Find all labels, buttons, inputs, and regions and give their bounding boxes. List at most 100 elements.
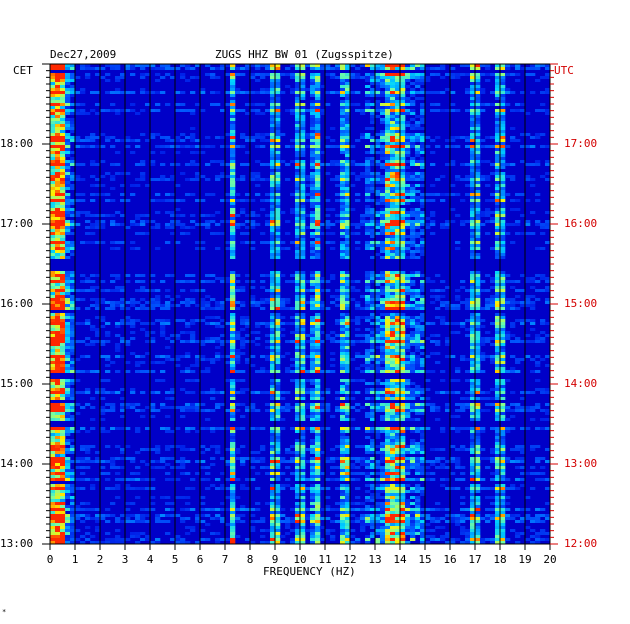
- spectrogram-cell: [500, 157, 506, 160]
- spectrogram-cell: [65, 226, 71, 229]
- spectrogram-cell: [160, 145, 166, 148]
- spectrogram-cell: [460, 409, 466, 412]
- spectrogram-cell: [70, 250, 76, 253]
- spectrogram-cell: [345, 112, 351, 115]
- spectrogram-cell: [165, 211, 171, 214]
- spectrogram-cell: [255, 301, 261, 304]
- spectrogram-cell: [385, 286, 391, 289]
- spectrogram-cell: [500, 289, 506, 292]
- spectrogram-cell: [355, 241, 361, 244]
- spectrogram-cell: [495, 286, 501, 289]
- spectrogram-cell: [505, 418, 511, 421]
- spectrogram-cell: [415, 196, 421, 199]
- spectrogram-cell: [70, 358, 76, 361]
- spectrogram-cell: [530, 136, 536, 139]
- spectrogram-cell: [210, 91, 216, 94]
- spectrogram-cell: [410, 250, 416, 253]
- spectrogram-cell: [270, 418, 276, 421]
- spectrogram-cell: [310, 154, 316, 157]
- spectrogram-cell: [460, 199, 466, 202]
- spectrogram-cell: [295, 118, 301, 121]
- spectrogram-cell: [60, 286, 66, 289]
- spectrogram-cell: [480, 358, 486, 361]
- spectrogram-cell: [470, 232, 476, 235]
- spectrogram-cell: [390, 415, 396, 418]
- spectrogram-cell: [55, 298, 61, 301]
- spectrogram-cell: [265, 391, 271, 394]
- spectrogram-cell: [410, 367, 416, 370]
- spectrogram-cell: [515, 220, 521, 223]
- spectrogram-cell: [70, 403, 76, 406]
- spectrogram-cell: [65, 367, 71, 370]
- spectrogram-cell: [305, 340, 311, 343]
- spectrogram-cell: [315, 130, 321, 133]
- spectrogram-cell: [80, 289, 86, 292]
- spectrogram-cell: [315, 106, 321, 109]
- spectrogram-cell: [65, 139, 71, 142]
- spectrogram-cell: [305, 88, 311, 91]
- spectrogram-cell: [125, 274, 131, 277]
- spectrogram-cell: [395, 241, 401, 244]
- spectrogram-cell: [270, 181, 276, 184]
- spectrogram-cell: [495, 73, 501, 76]
- spectrogram-cell: [475, 184, 481, 187]
- spectrogram-cell: [345, 382, 351, 385]
- spectrogram-cell: [465, 307, 471, 310]
- spectrogram-cell: [305, 289, 311, 292]
- spectrogram-cell: [310, 202, 316, 205]
- spectrogram-cell: [205, 136, 211, 139]
- spectrogram-cell: [465, 178, 471, 181]
- spectrogram-cell: [485, 220, 491, 223]
- spectrogram-cell: [115, 370, 121, 373]
- spectrogram-cell: [340, 67, 346, 70]
- spectrogram-cell: [380, 391, 386, 394]
- spectrogram-cell: [520, 67, 526, 70]
- spectrogram-cell: [240, 403, 246, 406]
- spectrogram-cell: [510, 73, 516, 76]
- spectrogram-cell: [475, 316, 481, 319]
- spectrogram-cell: [65, 286, 71, 289]
- spectrogram-cell: [140, 67, 146, 70]
- spectrogram-cell: [60, 145, 66, 148]
- spectrogram-cell: [405, 160, 411, 163]
- spectrogram-cell: [230, 367, 236, 370]
- spectrogram-cell: [375, 106, 381, 109]
- spectrogram-cell: [295, 367, 301, 370]
- spectrogram-cell: [235, 427, 241, 430]
- spectrogram-cell: [270, 163, 276, 166]
- spectrogram-cell: [260, 307, 266, 310]
- spectrogram-cell: [235, 361, 241, 364]
- spectrogram-cell: [345, 256, 351, 259]
- spectrogram-cell: [420, 286, 426, 289]
- spectrogram-cell: [115, 391, 121, 394]
- spectrogram-cell: [390, 238, 396, 241]
- spectrogram-cell: [235, 286, 241, 289]
- spectrogram-cell: [475, 103, 481, 106]
- spectrogram-cell: [495, 412, 501, 415]
- spectrogram-cell: [530, 340, 536, 343]
- spectrogram-cell: [500, 409, 506, 412]
- spectrogram-cell: [130, 67, 136, 70]
- spectrogram-cell: [60, 319, 66, 322]
- spectrogram-cell: [275, 148, 281, 151]
- spectrogram-cell: [340, 340, 346, 343]
- spectrogram-cell: [380, 346, 386, 349]
- spectrogram-cell: [180, 76, 186, 79]
- spectrogram-cell: [340, 280, 346, 283]
- spectrogram-cell: [210, 214, 216, 217]
- spectrogram-cell: [335, 67, 341, 70]
- spectrogram-cell: [85, 112, 91, 115]
- spectrogram-cell: [300, 142, 306, 145]
- spectrogram-cell: [275, 313, 281, 316]
- spectrogram-cell: [390, 181, 396, 184]
- spectrogram-cell: [315, 250, 321, 253]
- spectrogram-cell: [355, 67, 361, 70]
- spectrogram-cell: [85, 73, 91, 76]
- spectrogram-cell: [270, 103, 276, 106]
- spectrogram-cell: [295, 322, 301, 325]
- spectrogram-cell: [70, 121, 76, 124]
- spectrogram-cell: [385, 229, 391, 232]
- spectrogram-cell: [275, 385, 281, 388]
- spectrogram-cell: [520, 103, 526, 106]
- spectrogram-cell: [370, 328, 376, 331]
